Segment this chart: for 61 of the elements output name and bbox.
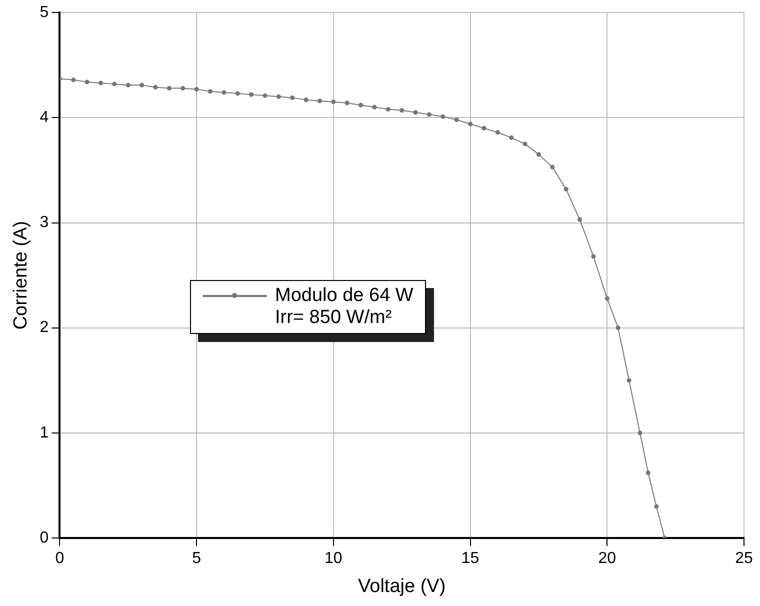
point [249,92,254,97]
point [331,100,336,104]
point [304,98,308,102]
point [208,89,213,94]
point [591,254,596,259]
x-axis-title: Voltaje (V) [358,576,446,597]
point [358,102,364,108]
point [522,142,528,146]
point [98,80,104,86]
point [616,326,620,330]
point [454,117,459,122]
y-tick-label: 0 [40,529,49,546]
point [646,470,650,476]
y-tick-label: 5 [40,4,49,22]
point [413,110,418,115]
x-tick-label: 25 [735,550,753,568]
point [564,186,568,192]
y-tick-label: 4 [40,109,49,126]
y-tick-label: 1 [40,424,49,442]
point [112,82,117,86]
x-tick-label: 5 [192,550,202,568]
y-tick-label: 3 [40,214,49,232]
point [509,135,514,140]
legend-label: Modulo de 64 W [275,285,414,307]
annotation: Irr= 850 W/m² [274,307,393,329]
point [317,98,322,104]
point [126,82,130,88]
point [400,108,404,113]
x-tick-label: 10 [324,550,342,568]
point [235,91,240,96]
point [638,430,642,436]
point [482,126,486,130]
x-tick-label: 0 [55,550,64,568]
point [386,106,390,112]
point [577,217,582,222]
point [536,152,542,157]
point [344,100,350,106]
point [604,296,610,301]
point [426,112,432,117]
point [84,80,90,84]
point [276,94,281,99]
x-tick-label: 15 [461,550,480,568]
point [372,104,377,110]
y-tick-label: 2 [40,319,49,336]
point [194,87,199,92]
point [468,122,473,126]
point [626,378,632,383]
point [166,86,172,91]
point [140,82,144,88]
point [262,93,268,98]
point [495,130,500,135]
point [180,86,186,91]
x-tick-label: 20 [598,550,616,568]
point [654,504,659,509]
point [71,78,76,82]
point [153,84,158,90]
point [550,164,555,170]
point [440,114,446,119]
point [290,95,295,100]
point [222,90,226,95]
y-axis-title: Corriente (A) [10,220,32,330]
